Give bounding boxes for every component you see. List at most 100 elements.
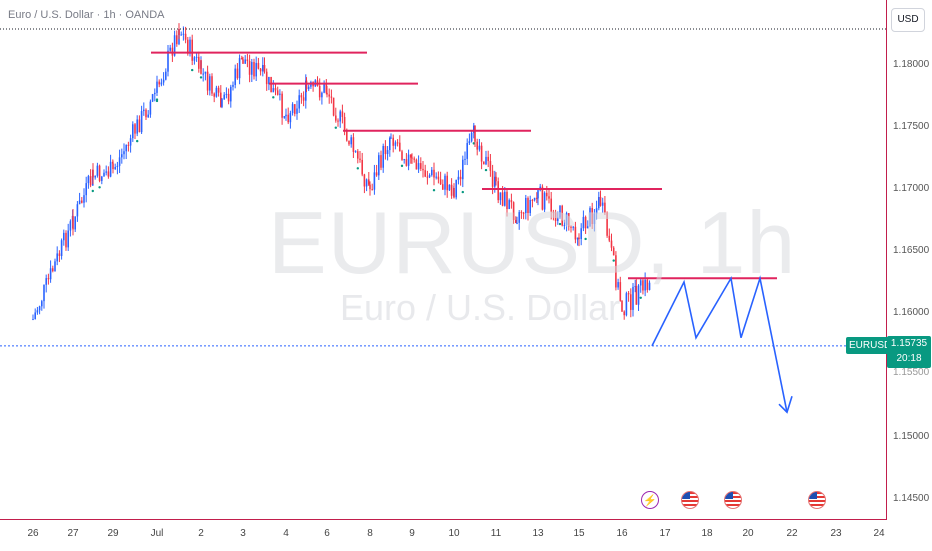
candle-body bbox=[462, 159, 464, 180]
candle-body bbox=[202, 73, 204, 75]
candle-body bbox=[173, 35, 176, 56]
candle-body bbox=[72, 215, 74, 230]
candle-body bbox=[568, 213, 570, 227]
candle-body bbox=[307, 86, 310, 90]
time-axis[interactable] bbox=[0, 519, 886, 551]
candle-body bbox=[83, 195, 85, 203]
candle-body bbox=[236, 68, 239, 79]
price-chart[interactable] bbox=[0, 0, 886, 519]
pivot-dot bbox=[91, 189, 95, 193]
candle-body bbox=[439, 179, 442, 185]
candle-body bbox=[415, 159, 418, 170]
candle-body bbox=[368, 179, 370, 185]
projection-path[interactable] bbox=[651, 275, 793, 414]
candle-body bbox=[195, 56, 198, 58]
candle-body bbox=[221, 99, 223, 107]
candle-body bbox=[369, 184, 371, 190]
candle-body bbox=[546, 192, 548, 197]
candle-body bbox=[601, 202, 604, 206]
candle-body bbox=[147, 114, 149, 118]
candle-body bbox=[305, 80, 307, 101]
candle-body bbox=[637, 285, 640, 305]
candle-body bbox=[129, 138, 132, 146]
candle-body bbox=[38, 306, 41, 311]
candle-body bbox=[357, 151, 359, 159]
candle-body bbox=[341, 111, 344, 117]
candle-body bbox=[58, 253, 61, 256]
time-tick: 24 bbox=[873, 528, 885, 539]
us-flag-icon[interactable] bbox=[724, 491, 742, 509]
candle-body bbox=[140, 111, 143, 133]
candle-body bbox=[455, 179, 457, 198]
candle-body bbox=[242, 59, 244, 64]
candle-body bbox=[464, 158, 466, 160]
candle-body bbox=[648, 282, 651, 290]
candle-body bbox=[156, 81, 158, 88]
candle-body bbox=[246, 59, 249, 62]
candle-body bbox=[34, 312, 36, 319]
candle-body bbox=[160, 82, 163, 85]
candle-body bbox=[223, 94, 225, 100]
candle-body bbox=[257, 62, 260, 69]
candle-body bbox=[396, 142, 399, 144]
candle-body bbox=[604, 202, 606, 213]
time-tick: 2 bbox=[198, 528, 204, 539]
candle-body bbox=[386, 150, 389, 155]
candle-body bbox=[639, 280, 642, 286]
candle-body bbox=[116, 165, 119, 167]
candle-body bbox=[272, 88, 275, 93]
candle-body bbox=[151, 94, 154, 102]
candle-body bbox=[485, 156, 487, 165]
candle-body bbox=[354, 151, 357, 153]
candle-body bbox=[578, 237, 580, 239]
candle-body bbox=[522, 212, 525, 214]
candle-body bbox=[187, 39, 189, 54]
pivot-dot bbox=[432, 189, 436, 192]
candle-body bbox=[318, 86, 321, 98]
candle-body bbox=[32, 318, 34, 320]
candle-body bbox=[589, 208, 591, 227]
candle-body bbox=[599, 197, 602, 206]
time-tick: 15 bbox=[573, 528, 585, 539]
candle-body bbox=[446, 175, 448, 191]
candle-body bbox=[644, 279, 646, 291]
flash-icon[interactable]: ⚡ bbox=[641, 491, 659, 509]
candle-body bbox=[45, 278, 47, 285]
candle-body bbox=[612, 247, 615, 256]
candle-body bbox=[268, 76, 270, 85]
candle-body bbox=[520, 212, 523, 214]
candle-body bbox=[527, 197, 529, 214]
time-tick: Jul bbox=[150, 528, 164, 539]
us-flag-icon[interactable] bbox=[808, 491, 826, 509]
pivot-dot bbox=[639, 296, 642, 299]
candle-body bbox=[220, 92, 222, 107]
candle-body bbox=[407, 154, 410, 166]
candle-body bbox=[41, 301, 43, 307]
pivot-dot bbox=[472, 142, 475, 145]
candle-body bbox=[543, 192, 546, 210]
candle-body bbox=[209, 76, 211, 91]
candle-body bbox=[49, 268, 52, 280]
pivot-dot bbox=[191, 68, 194, 72]
candle-body bbox=[63, 232, 65, 241]
candle-body bbox=[516, 222, 518, 224]
candle-body bbox=[298, 95, 300, 109]
candle-body bbox=[65, 232, 67, 248]
candle-body bbox=[143, 109, 145, 112]
us-flag-icon[interactable] bbox=[681, 491, 699, 509]
candle-body bbox=[623, 311, 625, 316]
current-price-badge: 1.15735 20:18 bbox=[887, 336, 931, 368]
pivot-dot bbox=[136, 139, 139, 143]
candle-body bbox=[291, 104, 294, 114]
time-tick: 8 bbox=[367, 528, 373, 539]
price-axis[interactable] bbox=[886, 0, 932, 520]
currency-button[interactable]: USD bbox=[891, 8, 925, 32]
candle-body bbox=[265, 71, 268, 85]
pivot-dot bbox=[584, 237, 587, 241]
candle-body bbox=[191, 39, 193, 61]
candle-body bbox=[375, 172, 378, 176]
candle-body bbox=[154, 92, 156, 95]
candle-body bbox=[136, 119, 138, 134]
resistance-lines[interactable] bbox=[151, 51, 777, 280]
candle-body bbox=[253, 62, 255, 77]
